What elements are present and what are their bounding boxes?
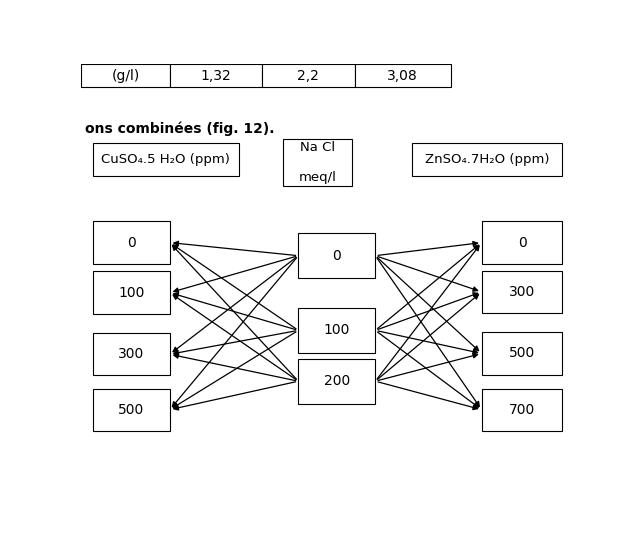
Bar xyxy=(93,143,239,175)
Bar xyxy=(482,271,562,313)
Bar xyxy=(283,140,352,185)
Text: 700: 700 xyxy=(509,403,535,417)
Text: 0: 0 xyxy=(333,249,341,263)
Bar xyxy=(482,221,562,264)
Bar xyxy=(298,308,375,353)
Bar xyxy=(93,333,170,375)
Text: CuSO₄.5 H₂O (ppm): CuSO₄.5 H₂O (ppm) xyxy=(101,153,231,166)
Bar xyxy=(298,233,375,278)
Bar xyxy=(482,332,562,375)
Text: 2,2: 2,2 xyxy=(297,69,319,83)
Bar xyxy=(93,389,170,431)
Text: ZnSO₄.7H₂O (ppm): ZnSO₄.7H₂O (ppm) xyxy=(425,153,550,166)
Bar xyxy=(298,359,375,403)
Text: 500: 500 xyxy=(509,346,535,360)
Bar xyxy=(355,64,451,87)
Text: 300: 300 xyxy=(118,348,145,361)
Text: 0: 0 xyxy=(127,236,136,249)
Text: ons combinées (fig. 12).: ons combinées (fig. 12). xyxy=(85,122,275,136)
Bar xyxy=(93,271,170,314)
Text: 3,08: 3,08 xyxy=(387,69,418,83)
Bar xyxy=(170,64,262,87)
Text: 200: 200 xyxy=(324,374,350,388)
Bar xyxy=(82,64,170,87)
Text: Na Cl

meq/l: Na Cl meq/l xyxy=(299,141,336,184)
Bar xyxy=(412,143,562,175)
Text: 500: 500 xyxy=(118,403,145,417)
Text: 300: 300 xyxy=(509,285,535,299)
Text: 100: 100 xyxy=(118,286,145,300)
Text: 0: 0 xyxy=(518,236,526,249)
Text: (g/l): (g/l) xyxy=(111,69,140,83)
Text: 1,32: 1,32 xyxy=(201,69,231,83)
Text: 100: 100 xyxy=(324,324,350,337)
Bar xyxy=(262,64,355,87)
Bar xyxy=(93,221,170,264)
Bar xyxy=(482,389,562,431)
